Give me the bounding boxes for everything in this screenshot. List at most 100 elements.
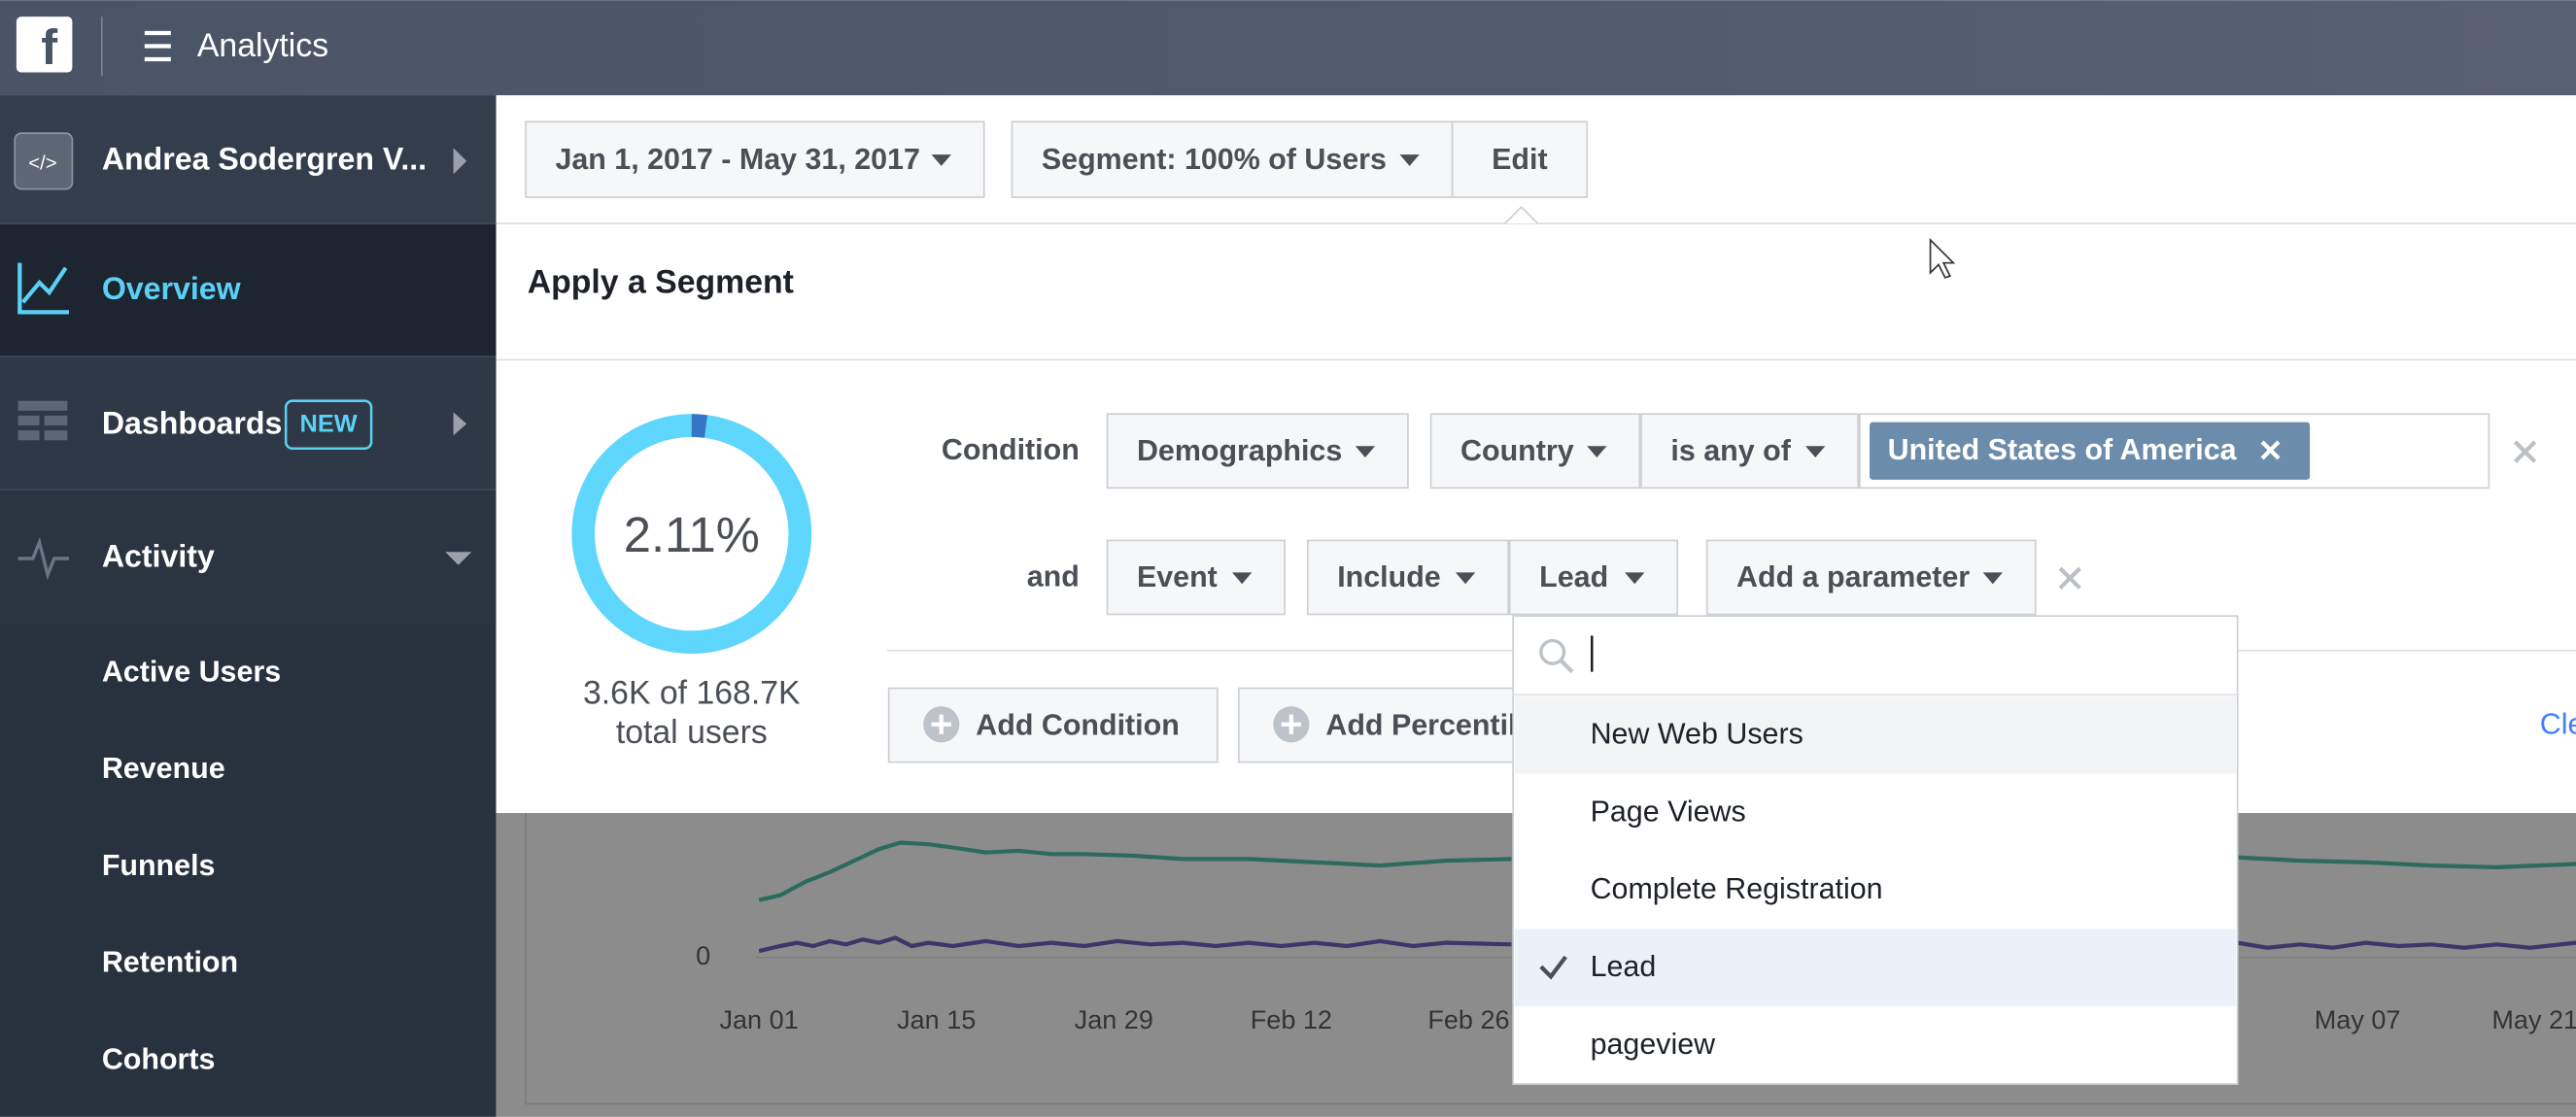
remove-condition[interactable] [2058,566,2081,590]
button-label: Demographics [1137,434,1342,467]
nav-item: Activity [102,538,215,573]
tag-text: United States of America [1888,433,2238,466]
fb-f: f [41,19,57,75]
top-bar [0,0,2576,96]
nav-item: Overview [102,271,242,306]
y-tick-label: 0 [696,941,710,970]
overview-row[interactable] [0,223,497,357]
option-bg [1514,929,2237,1006]
button-label: Event [1137,560,1218,593]
button[interactable] [1451,120,1589,198]
button[interactable] [1705,539,2037,616]
option: Complete Registration [1591,872,1883,905]
summary: total users [616,714,768,751]
account-row[interactable] [0,95,497,224]
button[interactable] [1508,539,1679,616]
code-glyph: </> [28,153,56,175]
badge [284,399,373,450]
nav-sub-item: Revenue [102,752,225,785]
button-label: Edit [1492,143,1547,176]
donut-label: 2.11% [624,507,760,562]
content: Andrea Sodergren V... Overview Dashboards N… [102,120,2576,1085]
chevron [445,552,472,565]
tag [1870,422,2311,480]
button-label: Country [1460,434,1574,467]
button-label: Add a parameter [1736,560,1970,593]
sidebar-dividers [0,222,497,491]
nav-sub-item: Funnels [102,849,216,882]
x-tick-label: Feb 26 [1427,1005,1509,1034]
button[interactable] [1106,413,1409,490]
button-label: Include [1337,560,1440,593]
option-bg [1514,696,2237,774]
app-title: Analytics [197,27,328,64]
button-label: Add Condition [976,708,1180,741]
chevron [453,412,467,436]
caret [1982,572,2003,585]
dashboards-row[interactable] [0,356,497,490]
button[interactable] [525,120,985,198]
remove-condition[interactable] [2513,440,2537,463]
button-label: Add Percentile [1325,708,1532,741]
x-tick-label: May 21 [2491,1005,2576,1034]
button[interactable] [1429,413,1641,490]
badge-text: NEW [300,411,358,438]
button[interactable] [1306,539,1509,616]
button-label: is any of [1670,434,1791,467]
plus [931,714,951,734]
activity-icon [17,536,70,581]
button[interactable] [1106,539,1286,616]
option: Lead [1591,950,1657,983]
caret [1625,572,1645,585]
clear-link: Clear [2540,707,2576,740]
x-tick-label: Feb 12 [1251,1005,1332,1034]
x-tick-label: Jan 01 [719,1005,798,1034]
dropdown [1512,615,2239,1085]
option: Page Views [1591,795,1746,828]
button-label: Segment: 100% of Users [1042,143,1387,176]
activity-row[interactable] [0,489,497,625]
caret [931,154,951,166]
nav-sub-item: Retention [102,946,238,979]
nav-sub-item: Active Users [102,655,281,688]
condition-label: Condition [942,433,1080,466]
caret [1399,154,1420,166]
plus [1281,714,1302,734]
check [1539,955,1567,980]
account-icon [14,132,74,190]
button[interactable] [1640,413,1860,490]
x-tick-label: May 07 [2315,1005,2401,1034]
overview-icon [17,262,70,315]
caret [1805,446,1826,458]
menu-icon[interactable] [144,30,171,62]
button[interactable] [887,687,1219,763]
series-line [758,935,2576,954]
button[interactable] [1011,120,1454,198]
caret [1455,572,1476,585]
search-handle [1559,659,1574,674]
chart-frame [525,813,2576,1105]
button-label: Lead [1539,560,1608,593]
account-name: Andrea Sodergren V... [102,141,427,176]
caret [1355,446,1376,458]
edit-pointer [1504,205,1539,224]
x-tick-label: Jan 29 [1075,1005,1153,1034]
fb-logo[interactable] [16,17,73,73]
chevron [453,148,467,175]
tag-remove[interactable] [2260,440,2281,460]
mouse-cursor [1929,237,1956,279]
dashboards-icon [17,400,68,441]
search-icon [1539,638,1566,665]
series-line [758,840,2576,902]
donut-slice [691,414,708,438]
summary: 3.6K of 168.7K [583,674,801,711]
x-tick-label: Jan 15 [897,1005,976,1034]
caret [1587,446,1607,458]
condition-label: and [1027,559,1080,592]
nav-sub-item: Cohorts [102,1042,216,1075]
nav-item: Dashboards [102,406,283,441]
panel-title: Apply a Segment [528,264,794,301]
option: New Web Users [1591,718,1803,751]
